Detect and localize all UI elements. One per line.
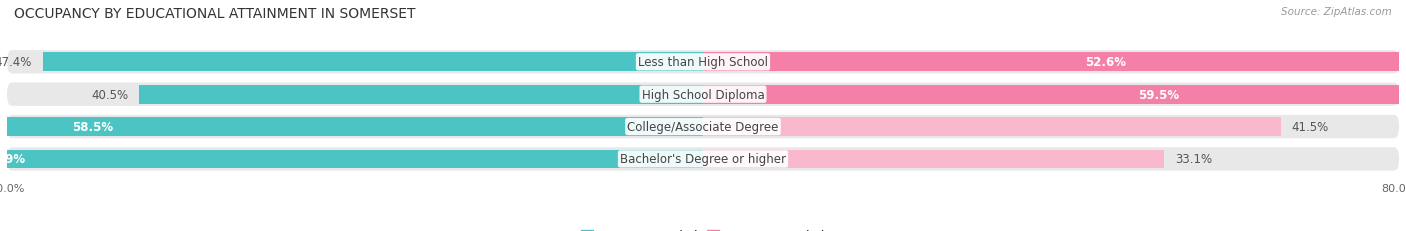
- Text: 66.9%: 66.9%: [0, 153, 25, 166]
- Bar: [0, 150, 703, 169]
- Text: College/Associate Degree: College/Associate Degree: [627, 121, 779, 134]
- Text: Bachelor's Degree or higher: Bachelor's Degree or higher: [620, 153, 786, 166]
- Bar: [0, 118, 703, 136]
- Text: 58.5%: 58.5%: [72, 121, 112, 134]
- Text: Source: ZipAtlas.com: Source: ZipAtlas.com: [1281, 7, 1392, 17]
- Bar: [703, 53, 1406, 72]
- FancyBboxPatch shape: [7, 148, 1399, 171]
- Text: OCCUPANCY BY EDUCATIONAL ATTAINMENT IN SOMERSET: OCCUPANCY BY EDUCATIONAL ATTAINMENT IN S…: [14, 7, 416, 21]
- Legend: Owner-occupied, Renter-occupied: Owner-occupied, Renter-occupied: [576, 224, 830, 231]
- Bar: [44, 53, 703, 72]
- Text: Less than High School: Less than High School: [638, 56, 768, 69]
- Bar: [703, 150, 1164, 169]
- FancyBboxPatch shape: [7, 83, 1399, 106]
- Bar: [703, 85, 1406, 104]
- FancyBboxPatch shape: [7, 116, 1399, 139]
- Text: 40.5%: 40.5%: [91, 88, 128, 101]
- Text: 52.6%: 52.6%: [1085, 56, 1126, 69]
- Text: 59.5%: 59.5%: [1137, 88, 1180, 101]
- Bar: [703, 118, 1281, 136]
- FancyBboxPatch shape: [7, 51, 1399, 74]
- Bar: [139, 85, 703, 104]
- Text: 33.1%: 33.1%: [1175, 153, 1212, 166]
- Text: 47.4%: 47.4%: [0, 56, 32, 69]
- Text: High School Diploma: High School Diploma: [641, 88, 765, 101]
- Text: 41.5%: 41.5%: [1292, 121, 1329, 134]
